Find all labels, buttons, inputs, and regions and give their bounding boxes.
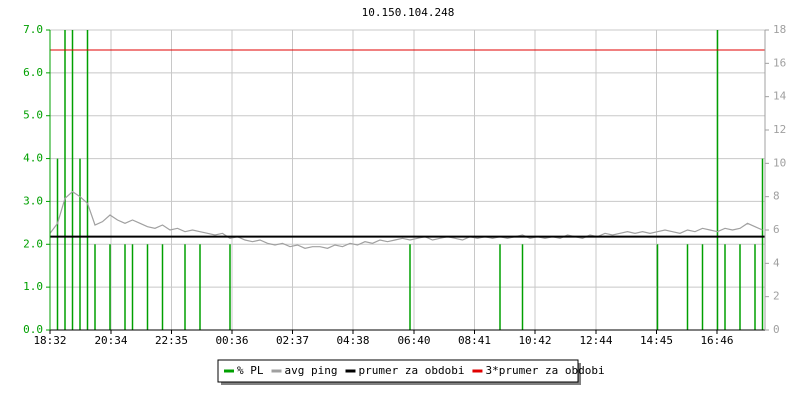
y-tick-label: 1.0 [23, 280, 43, 293]
y2-tick-label: 8 [773, 190, 780, 203]
y2-tick-label: 14 [773, 90, 787, 103]
x-tick-label: 18:32 [33, 334, 66, 347]
y2-tick-label: 2 [773, 290, 780, 303]
y-tick-label: 0.0 [23, 323, 43, 336]
y-tick-label: 7.0 [23, 23, 43, 36]
legend-label: % PL [237, 364, 264, 377]
y2-tick-label: 16 [773, 56, 786, 69]
y-tick-label: 3.0 [23, 194, 43, 207]
y-tick-label: 6.0 [23, 66, 43, 79]
legend-box [217, 359, 579, 383]
y-tick-label: 4.0 [23, 152, 43, 165]
x-tick-label: 02:37 [276, 334, 309, 347]
x-tick-label: 04:38 [336, 334, 369, 347]
x-tick-label: 12:44 [579, 334, 612, 347]
x-tick-label: 08:41 [458, 334, 491, 347]
x-tick-label: 06:40 [397, 334, 430, 347]
y-tick-label: 5.0 [23, 109, 43, 122]
y-tick-label: 2.0 [23, 237, 43, 250]
y2-tick-label: 10 [773, 156, 786, 169]
legend-label: 3*prumer za obdobi [485, 364, 604, 377]
y2-tick-label: 12 [773, 123, 786, 136]
x-tick-label: 00:36 [215, 334, 248, 347]
chart-title: 10.150.104.248 [362, 6, 455, 19]
legend-label: avg ping [285, 364, 338, 377]
x-tick-label: 10:42 [518, 334, 551, 347]
x-tick-label: 22:35 [155, 334, 188, 347]
y2-tick-label: 0 [773, 323, 780, 336]
y2-tick-label: 6 [773, 223, 780, 236]
y2-tick-label: 4 [773, 256, 780, 269]
y2-tick-label: 18 [773, 23, 786, 36]
x-tick-label: 16:46 [700, 334, 733, 347]
legend-label: prumer za obdobi [358, 364, 464, 377]
ping-line [49, 190, 763, 249]
x-tick-label: 20:34 [94, 334, 127, 347]
x-tick-label: 14:45 [640, 334, 673, 347]
